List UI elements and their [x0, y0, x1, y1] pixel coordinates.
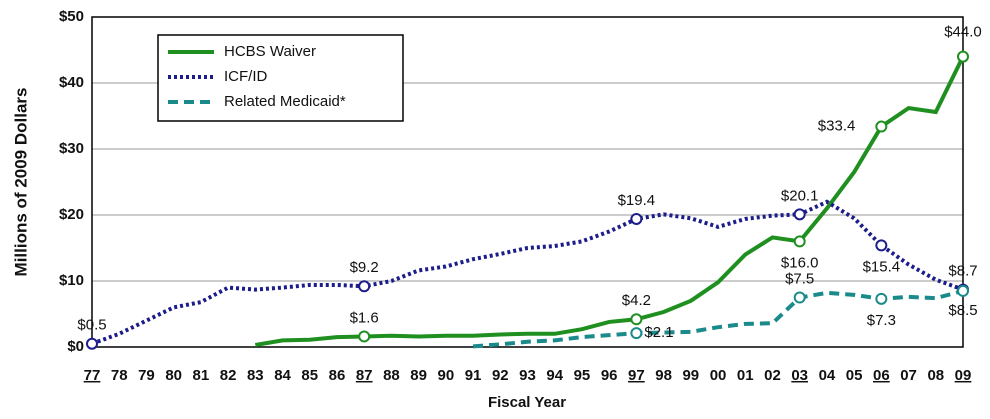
point-marker — [630, 212, 643, 225]
point-marker — [875, 292, 888, 305]
plot-frame — [91, 16, 964, 348]
point-marker — [630, 327, 643, 340]
x-tick-label: 05 — [846, 367, 863, 384]
value-label: $20.1 — [781, 187, 819, 204]
x-tick-label: 81 — [193, 367, 210, 384]
x-tick-label: 04 — [819, 367, 836, 384]
x-tick-label: 88 — [383, 367, 400, 384]
point-marker — [875, 120, 888, 133]
legend-label: ICF/ID — [224, 68, 267, 85]
y-tick-label: $30 — [59, 140, 84, 157]
series-line — [91, 199, 964, 346]
y-tick-label: $40 — [59, 74, 84, 91]
x-tick-label: 89 — [410, 367, 427, 384]
x-tick-label: 02 — [764, 367, 781, 384]
y-tick-label: $10 — [59, 272, 84, 289]
point-marker — [793, 208, 806, 221]
x-tick-label: 98 — [655, 367, 672, 384]
value-label: $19.4 — [618, 192, 656, 209]
value-label: $44.0 — [944, 24, 982, 41]
x-tick-label: 06 — [873, 367, 890, 384]
x-tick-label: 94 — [546, 367, 563, 384]
point-marker — [875, 239, 888, 252]
x-tick-label: 09 — [955, 367, 972, 384]
x-tick-label: 03 — [791, 367, 808, 384]
value-label: $9.2 — [350, 259, 379, 276]
x-tick-label: 79 — [138, 367, 155, 384]
value-label: $8.7 — [948, 263, 977, 280]
value-label: $4.2 — [622, 292, 651, 309]
series-line — [254, 55, 965, 347]
x-tick-label: 83 — [247, 367, 264, 384]
x-tick-label: 92 — [492, 367, 509, 384]
point-marker — [630, 313, 643, 326]
value-label: $7.5 — [785, 270, 814, 287]
x-tick-label: 77 — [84, 367, 101, 384]
x-tick-label: 85 — [301, 367, 318, 384]
x-tick-label: 91 — [465, 367, 482, 384]
value-label: $1.6 — [350, 309, 379, 326]
x-tick-label: 87 — [356, 367, 373, 384]
x-tick-label: 84 — [274, 367, 291, 384]
x-tick-label: 86 — [329, 367, 346, 384]
x-tick-label: 99 — [682, 367, 699, 384]
x-tick-label: 93 — [519, 367, 536, 384]
value-label: $33.4 — [818, 118, 856, 135]
value-label: $2.1 — [644, 324, 673, 341]
point-marker — [793, 235, 806, 248]
value-label: $16.0 — [781, 254, 819, 271]
point-marker — [358, 330, 371, 343]
x-tick-label: 82 — [220, 367, 237, 384]
legend-label: HCBS Waiver — [224, 43, 316, 60]
y-axis-label: Millions of 2009 Dollars — [11, 88, 30, 277]
value-label: $7.3 — [867, 312, 896, 329]
x-tick-label: 95 — [574, 367, 591, 384]
value-label: $15.4 — [863, 258, 901, 275]
x-tick-label: 07 — [900, 367, 917, 384]
x-tick-label: 78 — [111, 367, 128, 384]
value-label: $0.5 — [77, 317, 106, 334]
x-tick-label: 01 — [737, 367, 754, 384]
value-label: $8.5 — [948, 302, 977, 319]
x-tick-label: 97 — [628, 367, 645, 384]
point-marker — [957, 50, 969, 63]
y-tick-label: $20 — [59, 206, 84, 223]
x-axis-label: Fiscal Year — [488, 394, 566, 411]
x-tick-label: 90 — [438, 367, 455, 384]
y-tick-label: $0 — [67, 338, 84, 355]
x-tick-label: 96 — [601, 367, 618, 384]
point-marker — [793, 291, 806, 304]
x-tick-label: 00 — [710, 367, 727, 384]
point-marker — [358, 280, 371, 293]
legend-label: Related Medicaid* — [224, 93, 346, 110]
point-marker — [86, 337, 98, 350]
y-tick-label: $50 — [59, 8, 84, 25]
point-marker — [957, 284, 969, 297]
x-tick-label: 08 — [927, 367, 944, 384]
x-tick-label: 80 — [165, 367, 182, 384]
